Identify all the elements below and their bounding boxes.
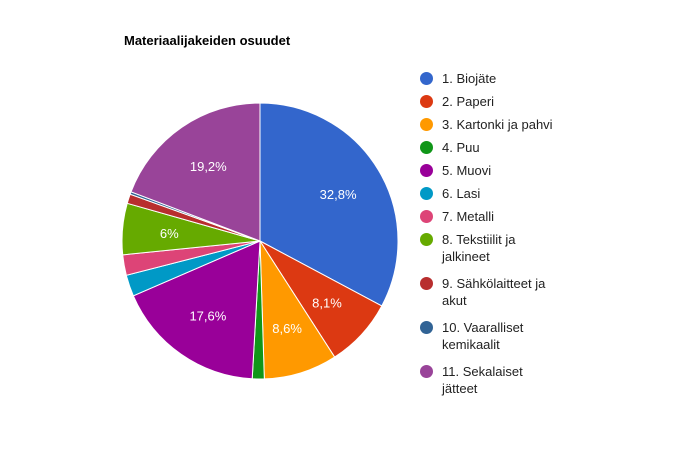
- legend-item-7[interactable]: 7. Metalli: [420, 208, 612, 225]
- legend-item-2[interactable]: 2. Paperi: [420, 93, 612, 110]
- legend-swatch-10: [420, 321, 433, 334]
- legend-swatch-9: [420, 277, 433, 290]
- pie-slice-5[interactable]: [132, 240, 261, 380]
- slice-data-label-11: 19,2%: [190, 159, 227, 174]
- legend-swatch-6: [420, 187, 433, 200]
- legend-item-11[interactable]: 11. Sekalaiset jätteet: [420, 363, 612, 397]
- slice-data-label-8: 6%: [160, 226, 179, 241]
- legend-label-7: 7. Metalli: [442, 209, 495, 224]
- legend-label-6: 6. Lasi: [442, 186, 481, 201]
- legend-label-10: 10. Vaaralliset kemikaalit: [442, 320, 524, 352]
- legend-label-11: 11. Sekalaiset jätteet: [442, 364, 523, 396]
- legend-item-8[interactable]: 8. Tekstiilit ja jalkineet: [420, 231, 612, 265]
- legend-item-10[interactable]: 10. Vaaralliset kemikaalit: [420, 319, 612, 353]
- legend-label-1: 1. Biojäte: [442, 71, 497, 86]
- legend-label-5: 5. Muovi: [442, 163, 492, 178]
- legend-item-9[interactable]: 9. Sähkölaitteet ja akut: [420, 275, 612, 309]
- legend-label-3: 3. Kartonki ja pahvi: [442, 117, 553, 132]
- slice-data-label-5: 17,6%: [189, 309, 226, 324]
- legend-swatch-8: [420, 233, 433, 246]
- legend-swatch-3: [420, 118, 433, 131]
- slice-data-label-3: 8,6%: [272, 321, 302, 336]
- pie-slice-1[interactable]: [259, 102, 399, 307]
- legend-swatch-5: [420, 164, 433, 177]
- slice-data-label-1: 32,8%: [320, 187, 357, 202]
- legend-label-4: 4. Puu: [442, 140, 480, 155]
- legend-item-1[interactable]: 1. Biojäte: [420, 70, 612, 87]
- legend-label-9: 9. Sähkölaitteet ja akut: [442, 276, 546, 308]
- legend-swatch-4: [420, 141, 433, 154]
- legend-swatch-1: [420, 72, 433, 85]
- legend-swatch-11: [420, 365, 433, 378]
- legend-item-6[interactable]: 6. Lasi: [420, 185, 612, 202]
- legend-label-2: 2. Paperi: [442, 94, 495, 109]
- pie-slice-11[interactable]: [130, 102, 261, 242]
- legend-label-8: 8. Tekstiilit ja jalkineet: [442, 232, 516, 264]
- legend-swatch-7: [420, 210, 433, 223]
- chart-title: Materiaalijakeiden osuudet: [124, 33, 291, 48]
- legend-item-5[interactable]: 5. Muovi: [420, 162, 612, 179]
- legend-swatch-2: [420, 95, 433, 108]
- legend-item-4[interactable]: 4. Puu: [420, 139, 612, 156]
- slice-data-label-2: 8,1%: [312, 296, 342, 311]
- legend-item-3[interactable]: 3. Kartonki ja pahvi: [420, 116, 612, 133]
